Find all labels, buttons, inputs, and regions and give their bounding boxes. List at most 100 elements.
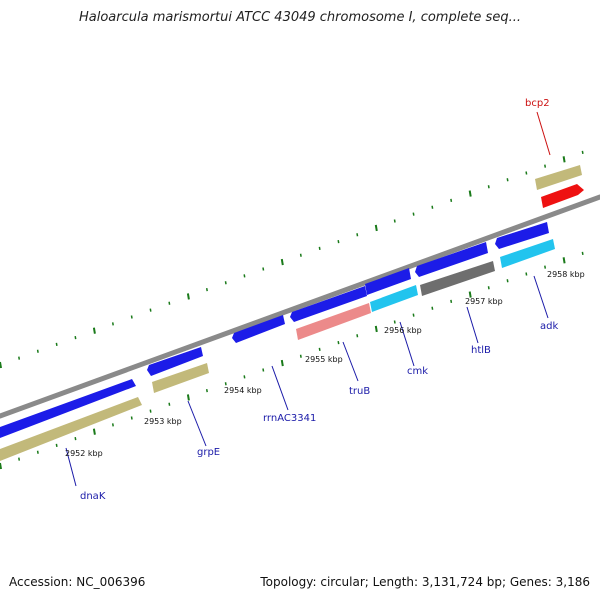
minor-tick <box>525 272 528 276</box>
minor-tick <box>450 198 453 203</box>
dnak-leader <box>65 447 77 487</box>
grpe-cds-arrow[interactable] <box>147 347 203 376</box>
minor-tick <box>224 281 227 285</box>
adk-cds-arrow[interactable] <box>495 222 549 249</box>
minor-tick <box>412 313 415 317</box>
gene-label-trub[interactable]: truB <box>349 386 370 397</box>
minor-tick <box>168 402 171 406</box>
gene-labels: dnaK grpE rrnAC3341 truB cmk htlB adk bc… <box>80 98 558 502</box>
gene-label-grpe[interactable]: grpE <box>197 447 220 458</box>
major-tick <box>92 428 96 435</box>
kbp-label: 2956 kbp <box>384 326 422 335</box>
adk-gene-arrow[interactable] <box>500 239 555 268</box>
gene-label-dnak[interactable]: dnaK <box>80 491 106 502</box>
major-tick <box>562 257 566 264</box>
trub-gene-arrow[interactable] <box>296 303 371 340</box>
feature-track <box>0 165 584 461</box>
bcp2-gene-arrow[interactable] <box>535 165 582 190</box>
cmk-cds-arrow[interactable] <box>365 268 411 295</box>
kbp-label: 2955 kbp <box>305 355 343 364</box>
cmk-gene-arrow[interactable] <box>370 285 418 312</box>
minor-tick <box>431 306 434 310</box>
minor-tick <box>356 334 359 338</box>
gene-label-rrnac3341[interactable]: rrnAC3341 <box>263 413 316 424</box>
minor-tick <box>299 253 302 257</box>
minor-tick <box>544 265 547 269</box>
gene-leader-lines <box>65 111 551 487</box>
major-tick <box>280 359 284 367</box>
accession-text: Accession: NC_006396 <box>9 575 146 589</box>
minor-tick <box>412 212 415 216</box>
major-tick <box>0 462 2 470</box>
minor-tick <box>205 287 208 292</box>
minor-tick <box>337 340 340 345</box>
major-tick <box>374 325 378 333</box>
minor-tick <box>337 239 340 244</box>
minor-tick <box>487 185 490 189</box>
minor-tick <box>168 301 171 305</box>
minor-tick <box>544 164 547 168</box>
minor-tick <box>581 251 584 256</box>
genome-backbone <box>0 194 600 419</box>
major-tick <box>186 394 190 401</box>
htlb-gene-arrow[interactable] <box>420 261 495 296</box>
minor-tick <box>431 205 434 209</box>
minor-tick <box>36 349 39 353</box>
minor-tick <box>393 320 396 324</box>
htlb-leader <box>466 306 479 344</box>
bcp2-leader <box>536 111 551 156</box>
kbp-label: 2952 kbp <box>65 449 103 458</box>
trub-cds-arrow[interactable] <box>290 286 367 322</box>
gene-label-bcp2[interactable]: bcp2 <box>525 98 550 109</box>
minor-tick <box>36 450 39 454</box>
bcp2-cds-arrow[interactable] <box>541 184 584 208</box>
gene-label-htlb[interactable]: htlB <box>471 345 491 356</box>
minor-tick <box>130 416 133 420</box>
minor-tick <box>205 388 208 393</box>
grpe-leader <box>187 400 207 447</box>
minor-tick <box>393 219 396 223</box>
minor-tick <box>55 443 58 448</box>
minor-tick <box>450 299 453 304</box>
kbp-labels: 2952 kbp 2953 kbp 2954 kbp 2955 kbp 2956… <box>65 270 585 458</box>
major-tick <box>468 190 472 197</box>
minor-tick <box>506 178 509 182</box>
minor-tick <box>581 150 584 155</box>
major-tick <box>374 224 378 232</box>
major-tick <box>562 156 566 163</box>
kbp-label: 2957 kbp <box>465 297 503 306</box>
map-title: Haloarcula marismortui ATCC 43049 chromo… <box>79 10 521 25</box>
rrnac3341-cds-arrow[interactable] <box>232 315 285 343</box>
trub-leader <box>342 341 359 382</box>
kbp-label: 2953 kbp <box>144 417 182 426</box>
major-tick <box>92 327 96 334</box>
dnak-cds-arrow[interactable] <box>0 379 136 438</box>
minor-tick <box>149 409 152 413</box>
major-tick <box>468 291 472 298</box>
minor-tick <box>149 308 152 312</box>
rrnac3341-leader <box>271 365 289 411</box>
cmk-leader <box>399 321 415 367</box>
minor-tick <box>243 274 246 278</box>
minor-tick <box>356 233 359 237</box>
gene-label-adk[interactable]: adk <box>540 321 558 332</box>
grpe-gene-arrow[interactable] <box>152 363 209 393</box>
kbp-label: 2954 kbp <box>224 386 262 395</box>
gene-label-cmk[interactable]: cmk <box>407 366 428 377</box>
topology-text: Topology: circular; Length: 3,131,724 bp… <box>260 575 590 589</box>
major-tick <box>186 293 190 300</box>
minor-tick <box>18 356 21 360</box>
minor-tick <box>111 322 114 326</box>
dnak-gene-arrow[interactable] <box>0 397 142 461</box>
minor-tick <box>74 335 77 340</box>
minor-tick <box>506 279 509 283</box>
major-tick <box>280 258 284 266</box>
htlb-cds-arrow[interactable] <box>415 242 488 277</box>
minor-tick <box>111 423 114 427</box>
minor-tick <box>130 315 133 319</box>
minor-tick <box>299 354 302 358</box>
major-tick <box>0 361 2 369</box>
minor-tick <box>525 171 528 175</box>
minor-tick <box>224 382 227 386</box>
minor-tick <box>74 436 77 441</box>
